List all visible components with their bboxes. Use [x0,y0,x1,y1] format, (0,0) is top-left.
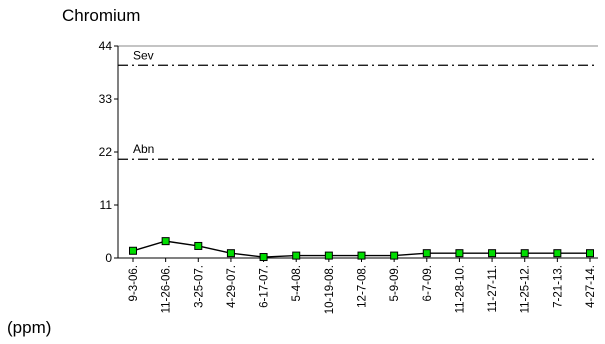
threshold-label-sev: Sev [133,48,154,62]
x-tick-label: 4-29-07. [226,265,238,308]
x-tick-label: 10-19-08. [324,265,336,314]
x-tick-label: 6-17-07. [259,265,271,308]
data-point [455,249,464,258]
y-unit-label: (ppm) [7,318,52,337]
data-point [357,251,366,260]
x-tick-label: 11-25-12. [520,265,532,313]
data-point [259,253,268,262]
y-tick-label: 33 [99,92,113,106]
data-point [161,237,170,246]
x-tick-label: 12-7-08. [357,265,369,308]
data-point [194,241,203,250]
chart-title: Chromium [62,6,141,25]
data-point [488,249,497,258]
x-tick-label: 11-27-11. [487,265,499,313]
x-tick-label: 4-27-14. [585,265,597,308]
data-point [324,251,333,260]
x-tick-label: 3-25-07. [193,265,205,308]
data-point [520,249,529,258]
y-tick-label: 44 [99,39,113,53]
x-tick-label: 7-21-13. [552,265,564,308]
x-tick-label: 11-28-10. [454,265,466,313]
data-point [422,249,431,258]
x-tick-label: 9-3-06. [128,265,140,301]
y-tick-label: 0 [105,251,112,265]
x-tick-label: 6-7-09. [422,265,434,301]
y-tick-label: 11 [100,198,113,212]
data-point [586,249,594,258]
data-point [226,249,235,258]
x-tick-label: 11-26-06. [161,265,173,313]
y-tick-label: 22 [99,145,113,159]
threshold-label-abn: Abn [133,142,154,156]
data-point [129,246,137,255]
data-point [292,251,301,260]
x-tick-label: 5-4-08. [291,265,303,301]
x-tick-label: 5-9-09. [389,265,401,301]
data-point [553,249,562,258]
data-point [390,251,399,260]
